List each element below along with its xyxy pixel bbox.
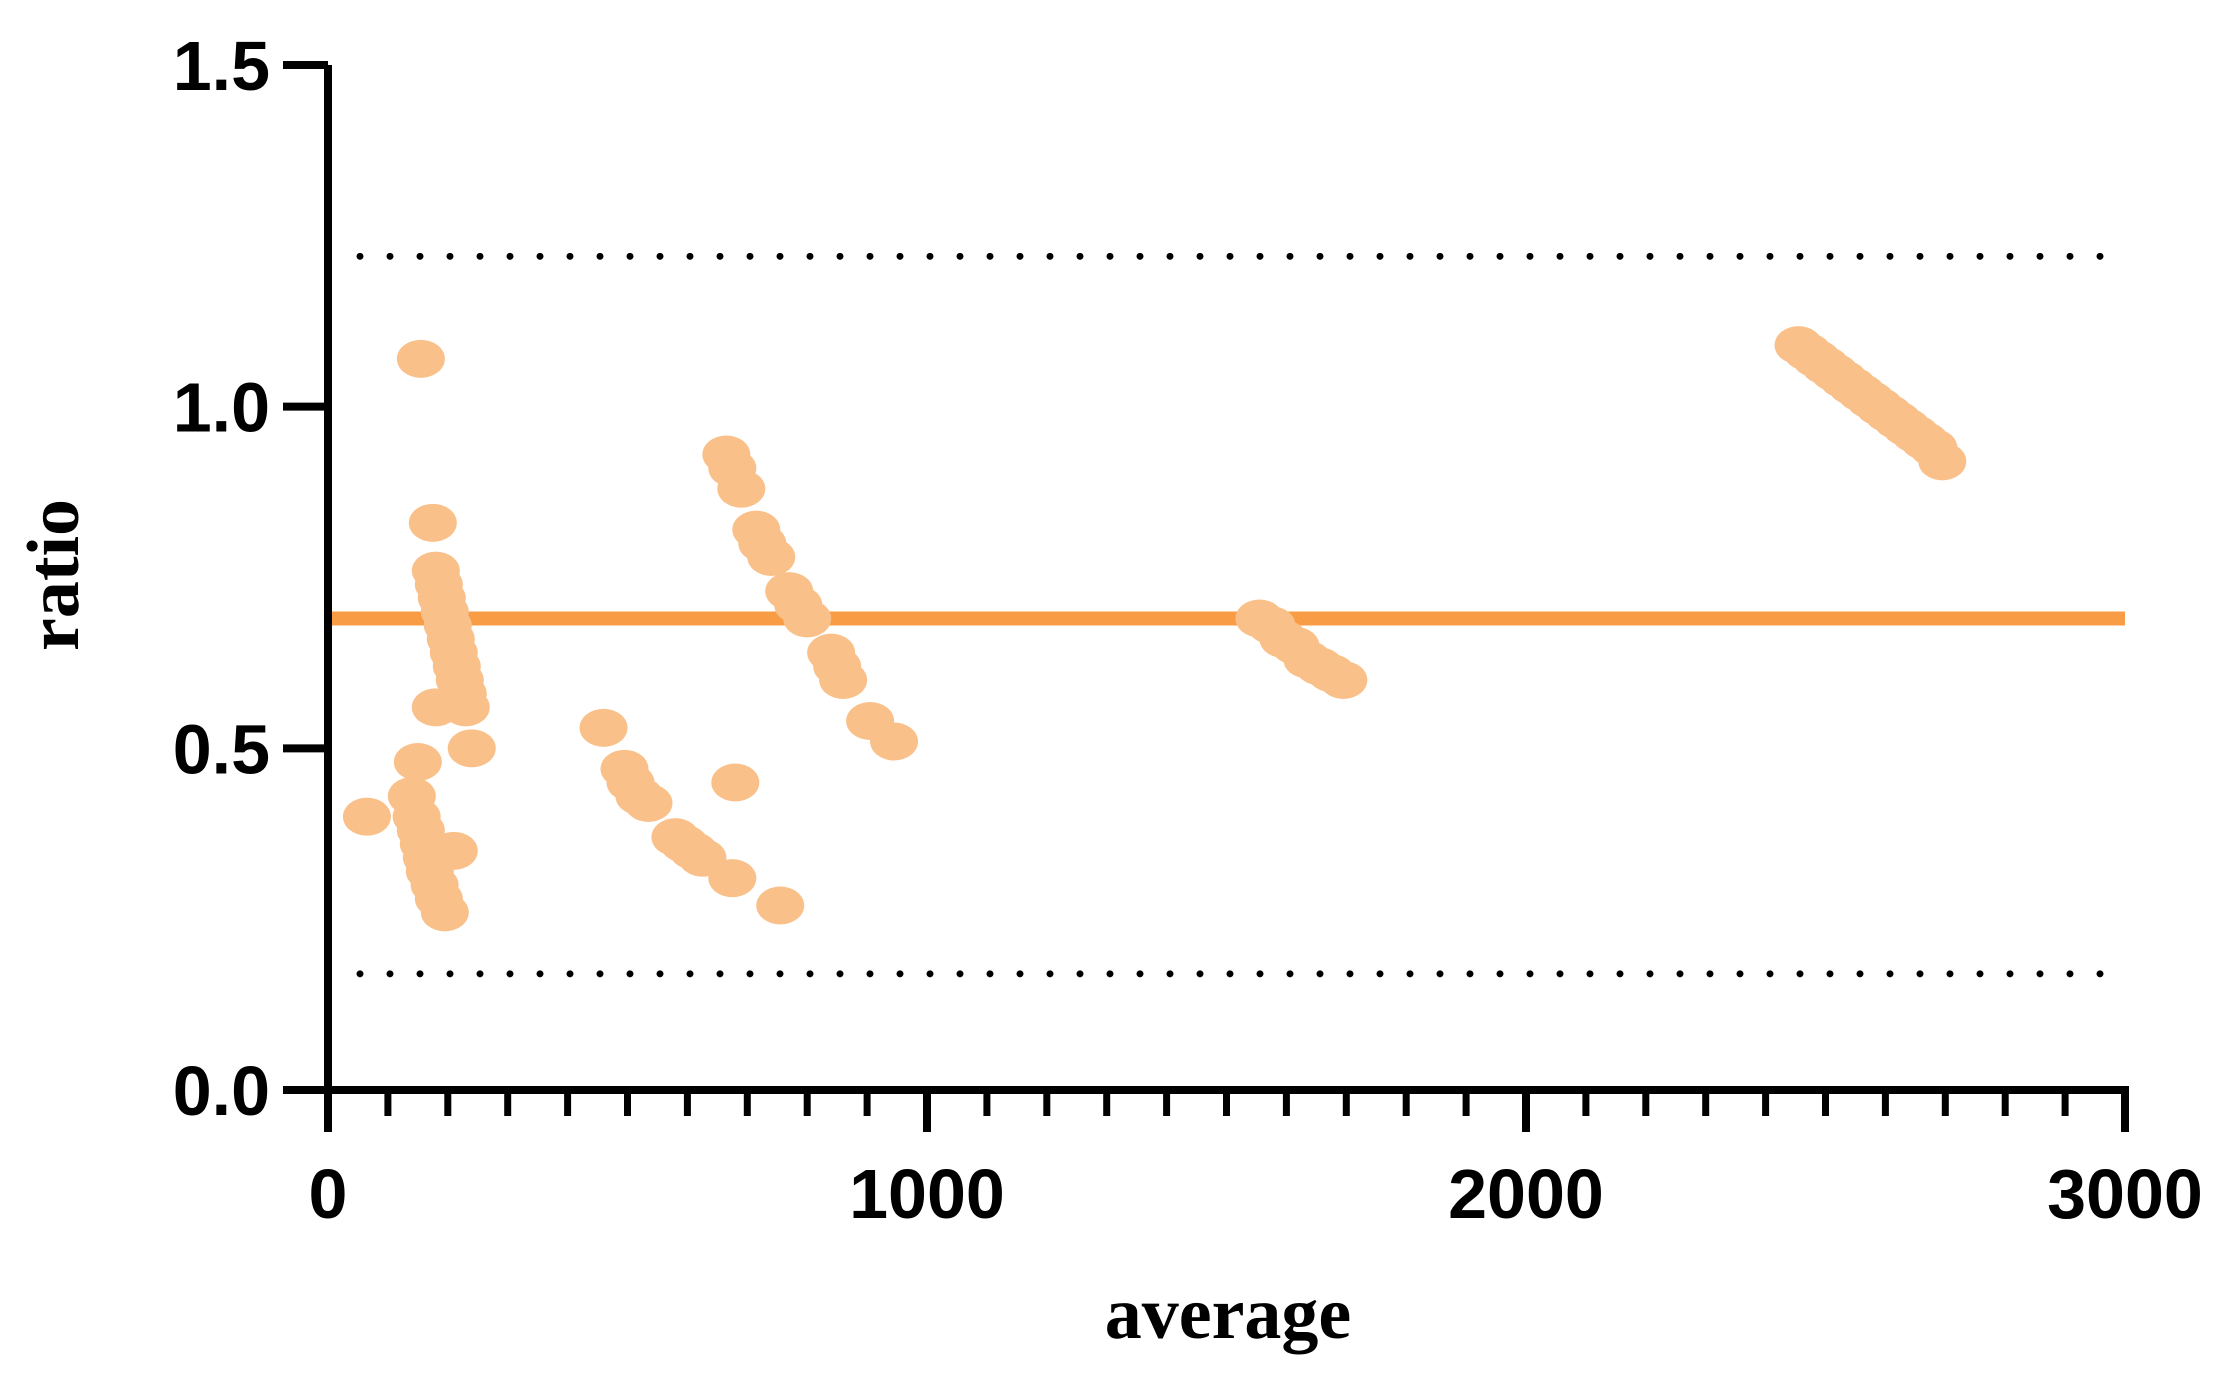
data-point (429, 831, 478, 870)
x-tick-label: 0 (309, 1155, 348, 1233)
data-point (396, 339, 445, 378)
x-tick-label: 3000 (2047, 1155, 2203, 1233)
data-point (447, 729, 496, 768)
data-point (1319, 661, 1368, 699)
data-point (819, 661, 868, 699)
data-point (747, 538, 796, 576)
y-axis-label: ratio (13, 499, 95, 651)
data-point (711, 763, 760, 802)
axis-ticks: 0.0 0.5 1.0 1.5 0 1000 2000 3000 (173, 27, 2203, 1233)
data-point (870, 722, 919, 761)
data-point (579, 708, 628, 747)
data-point (756, 886, 805, 925)
x-tick-label: 2000 (1448, 1155, 1604, 1233)
data-point (783, 599, 832, 638)
y-tick-label: 0.0 (173, 1052, 270, 1130)
data-point (408, 503, 457, 542)
data-point (717, 469, 766, 508)
data-point (708, 859, 757, 898)
data-point (624, 784, 673, 822)
x-tick-label: 1000 (849, 1155, 1005, 1233)
data-point (342, 797, 391, 836)
y-tick-label: 1.5 (173, 27, 270, 105)
y-tick-label: 1.0 (173, 369, 270, 447)
data-point (393, 743, 442, 781)
data-point (420, 893, 469, 932)
y-tick-label: 0.5 (173, 710, 270, 788)
data-points (342, 326, 1967, 932)
x-axis-label: average (1105, 1273, 1352, 1355)
data-point (411, 688, 460, 727)
axes (324, 65, 2129, 1094)
data-point (1918, 442, 1967, 481)
